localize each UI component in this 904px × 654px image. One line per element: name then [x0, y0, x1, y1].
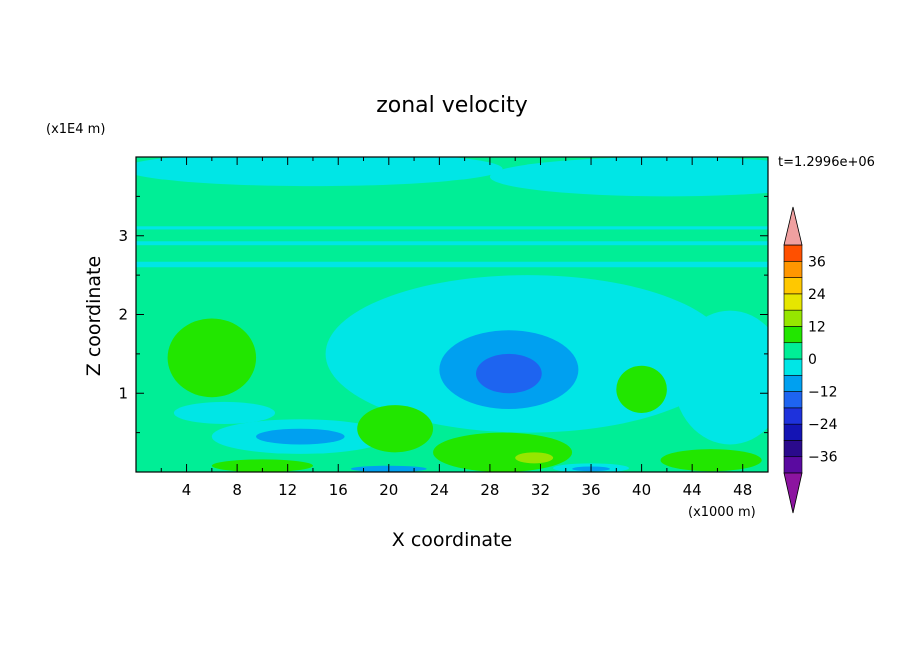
- colorbar-tick-label: 36: [808, 254, 826, 270]
- colorbar-tick-label: 0: [808, 352, 817, 368]
- colorbar-over-arrow: [783, 206, 803, 246]
- chart-title: zonal velocity: [376, 93, 528, 118]
- time-label: t=1.2996e+06: [778, 155, 875, 170]
- contour-region: [433, 432, 573, 472]
- contour-region: [476, 353, 542, 394]
- colorbar-tick-label: −36: [808, 450, 838, 466]
- x-tick-label: 32: [531, 481, 550, 499]
- contour-region: [489, 157, 768, 197]
- x-tick-label: 48: [733, 481, 752, 499]
- colorbar-swatch: [783, 342, 803, 360]
- colorbar-tick-label: −12: [808, 385, 838, 401]
- contour-region: [167, 318, 257, 398]
- colorbar-swatch: [783, 277, 803, 295]
- colorbar-swatch: [783, 456, 803, 474]
- x-unit-label: (x1000 m): [688, 505, 756, 520]
- contour-band: [136, 241, 768, 246]
- colorbar-swatch: [783, 423, 803, 441]
- contour-region: [660, 449, 762, 472]
- colorbar: 36 24 12 0 −12 −24 −36: [783, 206, 838, 514]
- colorbar-swatch: [783, 358, 803, 376]
- colorbar-swatch: [783, 440, 803, 458]
- colorbar-tick-label: −24: [808, 417, 838, 433]
- contour-region: [357, 405, 434, 453]
- colorbar-swatch: [783, 407, 803, 425]
- x-tick-label: 16: [329, 481, 348, 499]
- plot-area: 4 8 12 16 20 24 28 32 36 40 44 48 123: [118, 156, 769, 499]
- contour-region: [616, 365, 667, 413]
- x-axis-label: X coordinate: [392, 529, 512, 551]
- x-tick-label: 36: [581, 481, 600, 499]
- x-tick-label: 4: [182, 481, 192, 499]
- contour-region: [673, 310, 768, 445]
- colorbar-under-arrow: [783, 472, 803, 514]
- x-tick-label: 28: [480, 481, 499, 499]
- contour-fill: [136, 157, 768, 472]
- colorbar-swatch: [783, 391, 803, 409]
- x-tick-label: 20: [379, 481, 398, 499]
- colorbar-swatch: [783, 374, 803, 392]
- y-unit-label: (x1E4 m): [46, 122, 105, 137]
- contour-region: [173, 401, 276, 424]
- colorbar-swatch: [783, 309, 803, 327]
- contour-region: [136, 157, 503, 187]
- colorbar-tick-label: 12: [808, 319, 826, 335]
- x-tick-label: 8: [232, 481, 242, 499]
- y-tick-label: 3: [118, 227, 128, 245]
- y-axis-ticks: 1 2 3: [118, 195, 768, 434]
- colorbar-swatch: [783, 326, 803, 344]
- contour-band: [136, 226, 768, 230]
- contour-region: [515, 452, 554, 464]
- colorbar-swatch: [783, 244, 803, 262]
- colorbar-tick-label: 24: [808, 287, 826, 303]
- x-tick-label: 40: [632, 481, 651, 499]
- colorbar-swatch: [783, 260, 803, 278]
- contour-region: [256, 428, 345, 445]
- y-tick-label: 1: [118, 384, 128, 402]
- y-tick-label: 2: [118, 306, 128, 324]
- colorbar-swatch: [783, 293, 803, 311]
- x-tick-label: 24: [430, 481, 449, 499]
- x-tick-label: 44: [683, 481, 702, 499]
- x-tick-label: 12: [278, 481, 297, 499]
- x-axis-ticks: 4 8 12 16 20 24 28 32 36 40 44 48: [160, 157, 752, 499]
- contour-band: [136, 261, 768, 268]
- y-axis-label: Z coordinate: [83, 256, 105, 376]
